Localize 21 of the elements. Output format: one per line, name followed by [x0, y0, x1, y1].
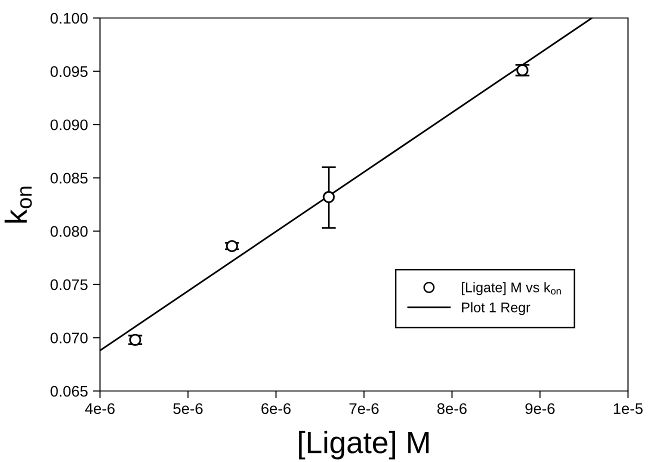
point — [226, 240, 238, 252]
x-tick-label: 1e-5 — [614, 403, 643, 414]
x-tick-label: 4e-6 — [85, 403, 115, 414]
y-tick-label: 0.080 — [50, 226, 88, 237]
x-tick-label: 6e-6 — [261, 403, 291, 414]
y-tick-label: 0.070 — [50, 332, 88, 344]
y-tick-label: 0.095 — [50, 66, 88, 77]
x-tick-label: 5e-6 — [173, 403, 203, 414]
x-tick-label: 8e-6 — [437, 403, 467, 414]
x-tick-label: 7e-6 — [349, 403, 379, 414]
x-axis-title: [Ligate] M — [299, 430, 429, 460]
y-tick-label: 0.085 — [50, 172, 88, 184]
legend-label: Plot 1 Regr — [462, 302, 530, 316]
y-tick-label: 0.100 — [50, 12, 88, 24]
y-axis-title: k$_{on}$ — [4, 186, 32, 223]
y-tick-label: 0.065 — [50, 386, 88, 397]
y-tick-label: 0.075 — [50, 279, 88, 290]
legend-label: [Ligate] M vs k$_{on}$ — [462, 282, 561, 296]
x-tick-label: 9e-6 — [525, 403, 555, 414]
point — [322, 191, 335, 204]
y-tick-label: 0.090 — [50, 119, 88, 130]
